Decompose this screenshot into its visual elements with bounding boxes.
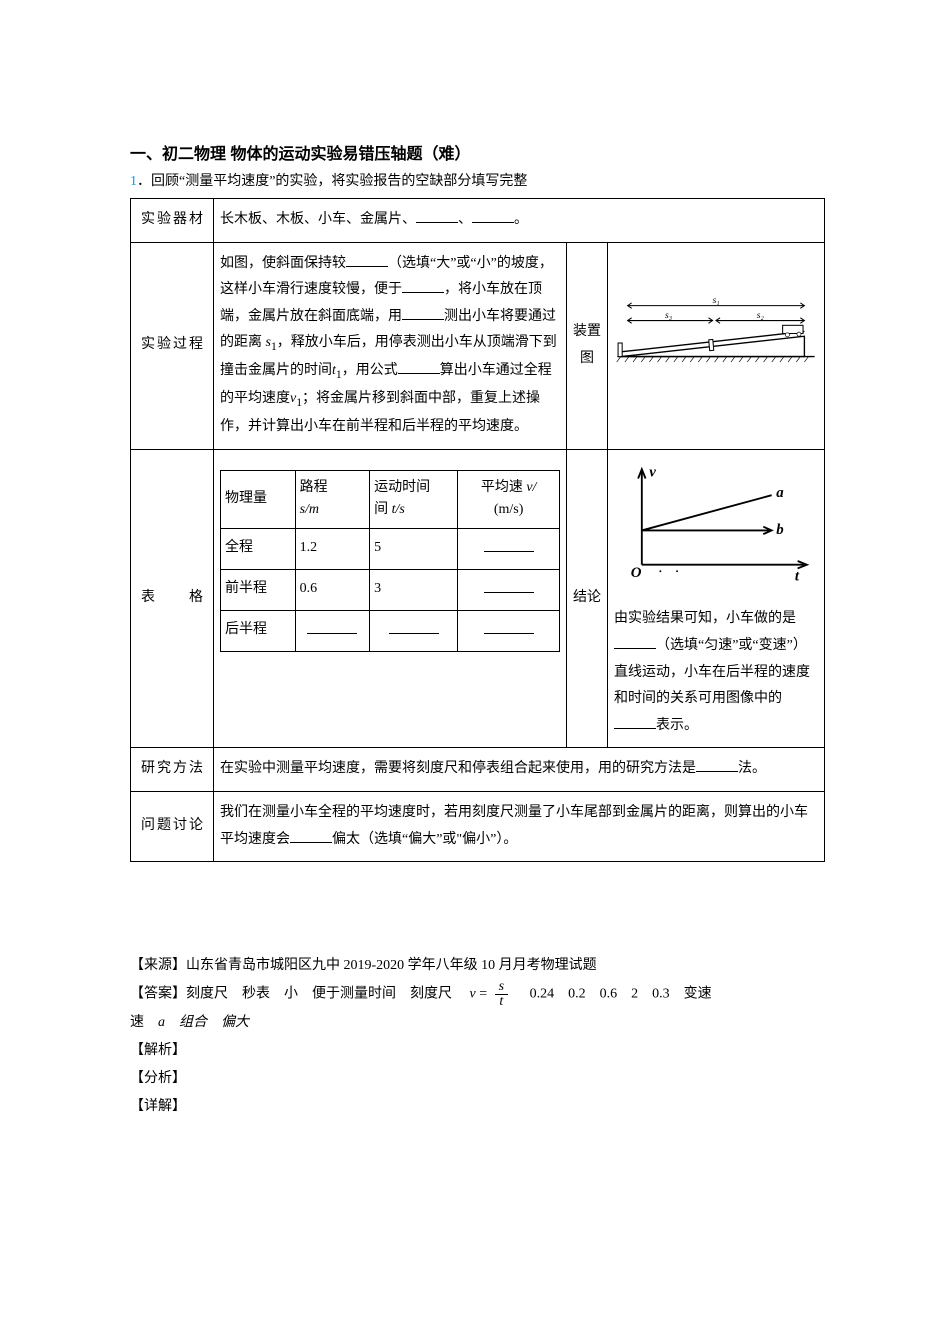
blank — [389, 619, 439, 634]
formula-eq: = — [476, 987, 491, 1002]
label-s1: s₁ — [713, 295, 720, 305]
setup-image-cell: s₁ s₂ s₃ — [608, 242, 825, 449]
row-discuss-content: 我们在测量小车全程的平均速度时，若用刻度尺测量了小车尾部到金属片的距离，则算出的… — [214, 792, 825, 862]
row-label-equipment: 实验器材 — [131, 199, 214, 243]
blank — [402, 305, 444, 320]
answers-part1: 刻度尺 秒表 小 便于测量时间 刻度尺 — [186, 987, 466, 1002]
vt-graph: v t O a b — [614, 458, 818, 588]
label-s3: s₃ — [665, 310, 672, 320]
answers-line2-pre: 速 — [130, 1015, 158, 1030]
svg-text:O: O — [631, 565, 642, 581]
jiexi-label: 【解析】 — [130, 1037, 825, 1065]
r1-s: 1.2 — [295, 528, 370, 569]
blank — [484, 537, 534, 552]
r1-t: 5 — [370, 528, 458, 569]
proc-t: 如图，使斜面保持较 — [220, 256, 346, 271]
fenxi-label: 【分析】 — [130, 1065, 825, 1093]
blank — [614, 714, 656, 729]
blank — [307, 619, 357, 634]
equip-after: 。 — [514, 212, 528, 227]
vlabel-setup: 装置图 — [567, 242, 608, 449]
row-process-content: 如图，使斜面保持较（选填“大”或“小”的坡度，这样小车滑行速度较慢，便于，将小车… — [214, 242, 567, 449]
blank — [398, 359, 440, 374]
source-label: 【来源】 — [130, 958, 186, 973]
source-text: 山东省青岛市城阳区九中 2019-2020 学年八年级 10 月月考物理试题 — [186, 958, 597, 973]
blank — [346, 252, 388, 267]
blank — [484, 619, 534, 634]
answers-line2: a 组合 偏大 — [158, 1015, 249, 1030]
question-number: 1 — [130, 174, 137, 189]
blank — [416, 208, 458, 223]
answers-after: 0.24 0.2 0.6 2 0.3 变速 — [516, 987, 726, 1002]
source-block: 【来源】山东省青岛市城阳区九中 2019-2020 学年八年级 10 月月考物理… — [130, 952, 825, 1121]
blank — [614, 634, 656, 649]
blank — [290, 828, 332, 843]
th-v: 平均速 v/(m/s) — [458, 470, 560, 528]
row-method-content: 在实验中测量平均速度，需要将刻度尺和停表组合起来使用，用的研究方法是 法。 — [214, 748, 825, 792]
svg-text:t: t — [795, 568, 800, 584]
th-s: 路程s/m — [295, 470, 370, 528]
blank — [472, 208, 514, 223]
vlabel-conclusion: 结论 — [567, 449, 608, 748]
proc-t: ，用公式 — [342, 363, 398, 378]
r3-v — [458, 610, 560, 651]
experiment-table: 实验器材 长木板、木板、小车、金属片、 、 。 实验过程 如图，使斜面保持较（选填“… — [130, 198, 825, 862]
th-t: 运动时间间 t/s — [370, 470, 458, 528]
formula-frac: st — [491, 980, 512, 1009]
r2-t: 3 — [370, 569, 458, 610]
conclusion-text: 由实验结果可知，小车做的是（选填“匀速”或“变速”）直线运动，小车在后半程的速度… — [614, 606, 818, 739]
discuss-t: 偏太（选填“偏大”或"偏小”）。 — [332, 832, 517, 847]
row-label-table: 表格 — [131, 449, 214, 748]
r2-v — [458, 569, 560, 610]
section-title: 一、初二物理 物体的运动实验易错压轴题（难） — [130, 140, 825, 164]
blank — [484, 578, 534, 593]
r1-v — [458, 528, 560, 569]
th-qty: 物理量 — [221, 470, 296, 528]
question-text: ．回顾“测量平均速度”的实验，将实验报告的空缺部分填写完整 — [137, 174, 527, 189]
svg-text:b: b — [776, 522, 783, 538]
r3-t — [370, 610, 458, 651]
row-label-process: 实验过程 — [131, 242, 214, 449]
r2-s: 0.6 — [295, 569, 370, 610]
equip-sep: 、 — [458, 212, 472, 227]
row-label-discuss: 问题讨论 — [131, 792, 214, 862]
svg-text:a: a — [776, 485, 784, 501]
question-line: 1．回顾“测量平均速度”的实验，将实验报告的空缺部分填写完整 — [130, 170, 825, 190]
xiangjie-label: 【详解】 — [130, 1093, 825, 1121]
svg-text:v: v — [649, 465, 656, 481]
data-inner-table: 物理量 路程s/m 运动时间间 t/s 平均速 v/(m/s) 全程 1.2 5 — [220, 470, 560, 652]
r2-name: 前半程 — [221, 569, 296, 610]
method-t: 法。 — [738, 761, 766, 776]
equip-before: 长木板、木板、小车、金属片、 — [220, 212, 416, 227]
method-t: 在实验中测量平均速度，需要将刻度尺和停表组合起来使用，用的研究方法是 — [220, 761, 696, 776]
blank — [696, 757, 738, 772]
blank — [402, 278, 444, 293]
data-table-cell: 物理量 路程s/m 运动时间间 t/s 平均速 v/(m/s) 全程 1.2 5 — [214, 449, 567, 748]
row-equipment-content: 长木板、木板、小车、金属片、 、 。 — [214, 199, 825, 243]
answer-label: 【答案】 — [130, 987, 186, 1002]
conclusion-cell: v t O a b 由实验结果可知，小车做的是（选填“ — [608, 449, 825, 748]
ramp-diagram: s₁ s₂ s₃ — [614, 251, 818, 401]
label-s2: s₂ — [757, 310, 765, 320]
r3-name: 后半程 — [221, 610, 296, 651]
row-label-method: 研究方法 — [131, 748, 214, 792]
r3-s — [295, 610, 370, 651]
r1-name: 全程 — [221, 528, 296, 569]
